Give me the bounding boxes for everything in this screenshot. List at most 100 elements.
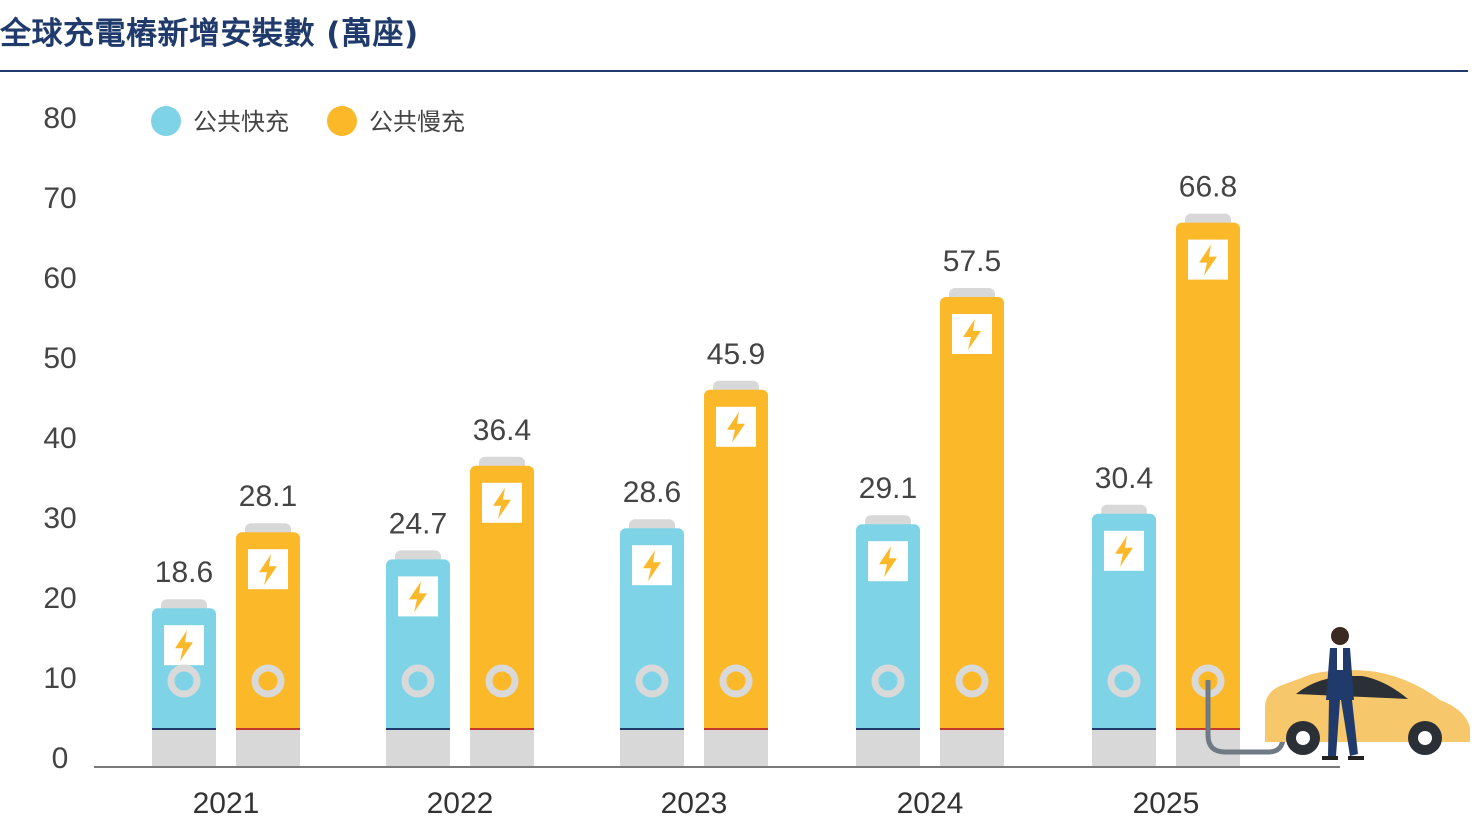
charging-plug-icon xyxy=(401,664,435,698)
bolt-glyph xyxy=(963,319,981,350)
bar-slow-charge: 28.1 xyxy=(236,480,300,767)
lightning-bolt-icon xyxy=(632,545,672,586)
chart-title: 全球充電樁新增安裝數 (萬座) xyxy=(0,16,419,52)
lightning-bolt-icon xyxy=(482,482,522,523)
bar-bottom-fill xyxy=(386,721,450,730)
value-label: 28.6 xyxy=(623,476,681,509)
bar-base xyxy=(940,729,1004,767)
bolt-glyph xyxy=(1115,535,1133,567)
bar-base xyxy=(152,729,216,767)
bar-fast-charge: 24.7 xyxy=(386,507,450,767)
bar-base xyxy=(620,729,684,767)
x-tick-label: 2025 xyxy=(1133,787,1200,820)
bar-bottom-fill xyxy=(620,721,684,730)
charging-plug-icon xyxy=(485,664,519,698)
bolt-glyph xyxy=(175,630,193,662)
bar-base xyxy=(236,729,300,767)
bolt-glyph xyxy=(409,581,427,613)
charging-plug-icon xyxy=(251,664,285,698)
lightning-bolt-icon xyxy=(248,549,288,590)
x-axis: 2021 2022 2023 2024 2025 xyxy=(193,787,1200,820)
x-tick-label: 2022 xyxy=(427,787,494,820)
bar-slow-charge: 57.5 xyxy=(940,245,1004,767)
legend-label: 公共快充 xyxy=(193,108,289,136)
legend-swatch xyxy=(327,106,357,136)
bolt-glyph xyxy=(493,487,511,519)
title-divider xyxy=(0,70,1468,72)
bar-slow-charge: 66.8 xyxy=(1176,171,1240,767)
lightning-bolt-icon xyxy=(868,541,908,582)
bolt-glyph xyxy=(643,550,661,582)
bar-group-2023: 28.6 45.9 xyxy=(620,338,768,767)
lightning-bolt-icon xyxy=(398,576,438,617)
charging-plug-icon xyxy=(955,664,989,698)
lightning-bolt-icon xyxy=(716,406,756,447)
y-tick-label: 0 xyxy=(52,742,69,775)
lightning-bolt-icon xyxy=(1188,239,1228,280)
charging-plug-icon xyxy=(1107,664,1141,698)
value-label: 45.9 xyxy=(707,338,765,371)
y-tick-label: 70 xyxy=(43,182,76,215)
value-label: 18.6 xyxy=(155,556,213,589)
y-axis: 0 10 20 30 40 50 60 70 80 xyxy=(43,102,76,775)
charging-plug-icon xyxy=(719,664,753,698)
value-label: 30.4 xyxy=(1095,462,1153,495)
x-tick-label: 2023 xyxy=(661,787,728,820)
lightning-bolt-icon xyxy=(164,625,204,666)
value-label: 29.1 xyxy=(859,472,917,505)
y-tick-label: 20 xyxy=(43,582,76,615)
bars: 18.6 28.1 24.7 36.4 28.6 45.9 29.1 57.5 30.4 66.8 xyxy=(152,171,1240,767)
y-tick-label: 50 xyxy=(43,342,76,375)
person-icon xyxy=(1322,627,1364,760)
charging-plug-icon xyxy=(635,664,669,698)
bolt-glyph xyxy=(727,411,745,443)
legend-swatch xyxy=(151,106,181,136)
bar-base xyxy=(856,729,920,767)
charging-cable xyxy=(1205,680,1286,755)
legend: 公共快充 公共慢充 xyxy=(151,106,465,136)
bar xyxy=(470,465,534,730)
electric-car-icon xyxy=(1205,670,1470,755)
value-label: 66.8 xyxy=(1179,171,1237,204)
bar-group-2021: 18.6 28.1 xyxy=(152,480,300,767)
bar-bottom-fill xyxy=(704,721,768,730)
bar-fast-charge: 29.1 xyxy=(856,472,920,767)
bar-fast-charge: 18.6 xyxy=(152,556,216,767)
y-tick-label: 80 xyxy=(43,102,76,135)
bolt-glyph xyxy=(879,546,897,578)
bar-base xyxy=(386,729,450,767)
value-label: 24.7 xyxy=(389,507,447,540)
y-tick-label: 40 xyxy=(43,422,76,455)
bar-slow-charge: 36.4 xyxy=(470,414,534,767)
y-tick-label: 10 xyxy=(43,662,76,695)
bar-bottom-fill xyxy=(236,721,300,730)
charging-plug-icon xyxy=(167,664,201,698)
x-tick-label: 2021 xyxy=(193,787,260,820)
bar-group-2022: 24.7 36.4 xyxy=(386,414,534,767)
bar-base xyxy=(470,729,534,767)
bar-base xyxy=(1092,729,1156,767)
bar-group-2025: 30.4 66.8 xyxy=(1092,171,1240,767)
bar xyxy=(704,389,768,730)
bolt-glyph xyxy=(259,554,277,586)
bar-bottom-fill xyxy=(1092,721,1156,730)
value-label: 57.5 xyxy=(943,245,1001,278)
value-label: 28.1 xyxy=(239,480,297,513)
bar-bottom-fill xyxy=(152,721,216,730)
bar-group-2024: 29.1 57.5 xyxy=(856,245,1004,767)
bar-fast-charge: 30.4 xyxy=(1092,462,1156,767)
bar-fast-charge: 28.6 xyxy=(620,476,684,767)
y-tick-label: 30 xyxy=(43,502,76,535)
bar-bottom-fill xyxy=(940,721,1004,730)
bar-base xyxy=(704,729,768,767)
lightning-bolt-icon xyxy=(952,314,992,354)
bar-slow-charge: 45.9 xyxy=(704,338,768,767)
y-tick-label: 60 xyxy=(43,262,76,295)
legend-label: 公共慢充 xyxy=(369,108,465,136)
value-label: 36.4 xyxy=(473,414,531,447)
charging-plug-icon xyxy=(871,664,905,698)
bar xyxy=(1176,222,1240,730)
bar-bottom-fill xyxy=(856,721,920,730)
lightning-bolt-icon xyxy=(1104,530,1144,571)
